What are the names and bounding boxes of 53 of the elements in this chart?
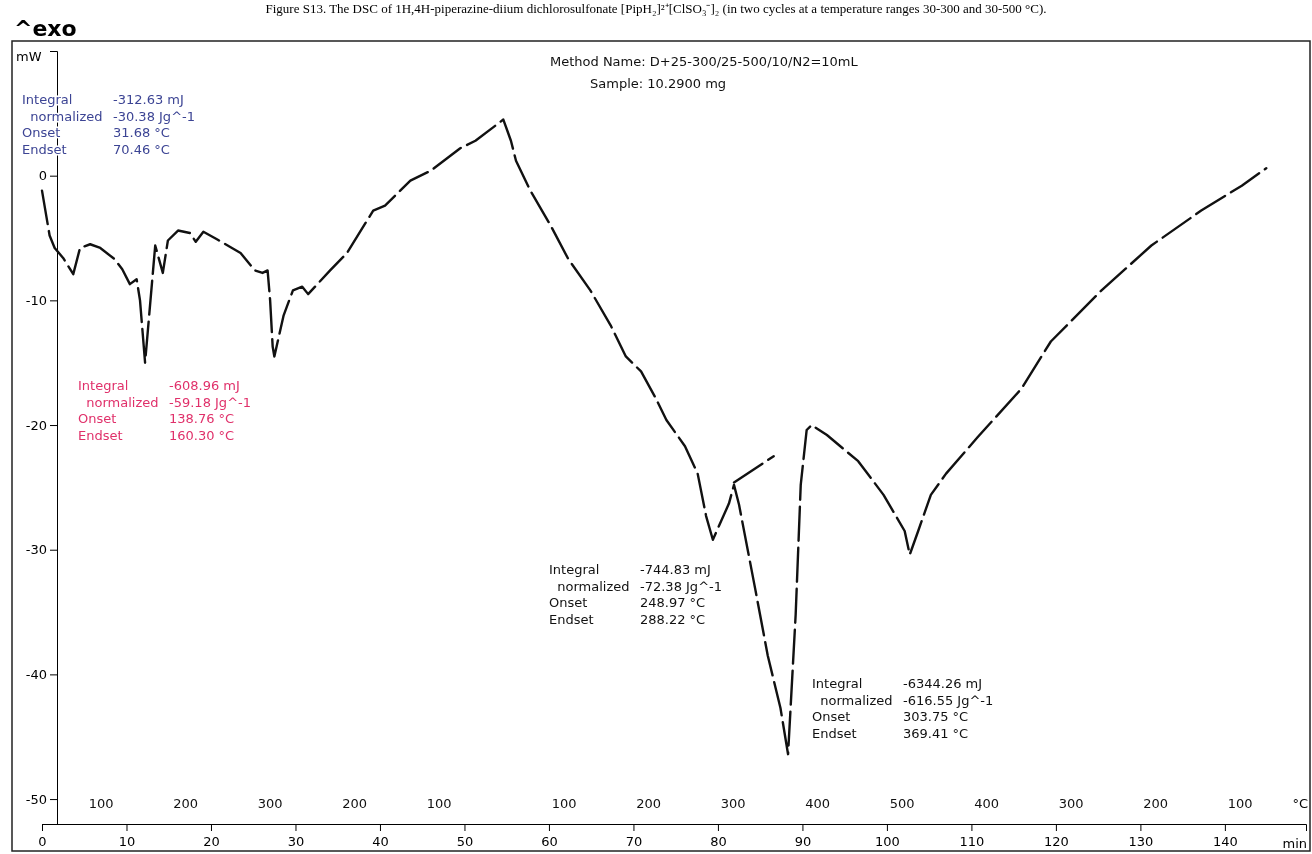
x-tick-label: 90	[794, 833, 812, 849]
chart-title: Figure S13. The DSC of 1H,4H-piperazine-diium dichlorosulfonate [PipH₂]²⁺[ClSO₃⁻]₂ (in two cycles at a temperature ranges 30-300 and 30-500 °C).	[265, 1, 1047, 16]
x-tick-label: 140	[1212, 833, 1238, 849]
x-tick-label: 120	[1043, 833, 1069, 849]
y-tick-label: -30	[25, 542, 47, 558]
text: Endset 160.30 °C	[78, 427, 235, 443]
annotation: normalized -72.38 Jg^-1	[549, 578, 722, 594]
text: Endset 369.41 °C	[812, 725, 969, 741]
annotation: 200	[1143, 795, 1169, 811]
x-tick-label: 40	[372, 833, 389, 849]
text: Integral -608.96 mJ	[78, 378, 240, 393]
x-tick-label: 20	[203, 833, 220, 849]
y-tick-label: -10	[25, 293, 47, 309]
annotation: normalized -616.55 Jg^-1	[812, 692, 994, 708]
x-tick-label: 50	[456, 833, 474, 849]
x-tick-label: 110	[959, 833, 985, 849]
y-tick-label: -20	[25, 417, 47, 433]
annotation: Sample: 10.2900 mg	[590, 76, 727, 91]
annotation: 300	[257, 795, 283, 811]
x-axis-title: min	[1282, 836, 1307, 851]
x-tick-label: 60	[541, 833, 558, 849]
annotation: 300	[1058, 795, 1084, 811]
y-tick-label: -40	[25, 667, 47, 683]
y-axis-title: mW	[16, 49, 42, 64]
annotation: 200	[173, 795, 199, 811]
annotation: 200	[636, 795, 662, 811]
text: Integral -744.83 mJ	[549, 562, 711, 577]
text: Onset 138.76 °C	[78, 411, 235, 426]
annotation: 300	[720, 795, 746, 811]
text: Onset 303.75 °C	[812, 709, 969, 724]
annotation: 200	[342, 795, 368, 811]
annotation: Method Name: D+25-300/25-500/10/N2=10mL	[550, 54, 859, 69]
y-tick-label: -50	[25, 791, 47, 807]
text: Integral -6344.26 mJ	[812, 676, 983, 691]
annotation: 100	[426, 795, 452, 811]
x-tick-label: 130	[1128, 833, 1154, 849]
text: Endset 288.22 °C	[549, 611, 706, 627]
x-tick-label: 80	[710, 833, 727, 849]
annotation: 400	[805, 795, 831, 811]
x-tick-label: 10	[118, 833, 136, 849]
annotation: 100	[1227, 795, 1253, 811]
annotation: °C	[1292, 796, 1308, 811]
x-tick-label: 70	[625, 833, 643, 849]
annotation: 500	[889, 795, 915, 811]
annotation: 100	[88, 795, 114, 811]
annotation: 400	[974, 795, 1000, 811]
text: ^exo	[14, 16, 77, 41]
x-tick-label: 30	[287, 833, 305, 849]
annotation: 100	[551, 795, 577, 811]
annotation: normalized -59.18 Jg^-1	[78, 394, 251, 410]
x-tick-label: 100	[875, 833, 900, 849]
y-tick-label: 0	[38, 168, 47, 184]
text: Onset 248.97 °C	[549, 595, 706, 610]
